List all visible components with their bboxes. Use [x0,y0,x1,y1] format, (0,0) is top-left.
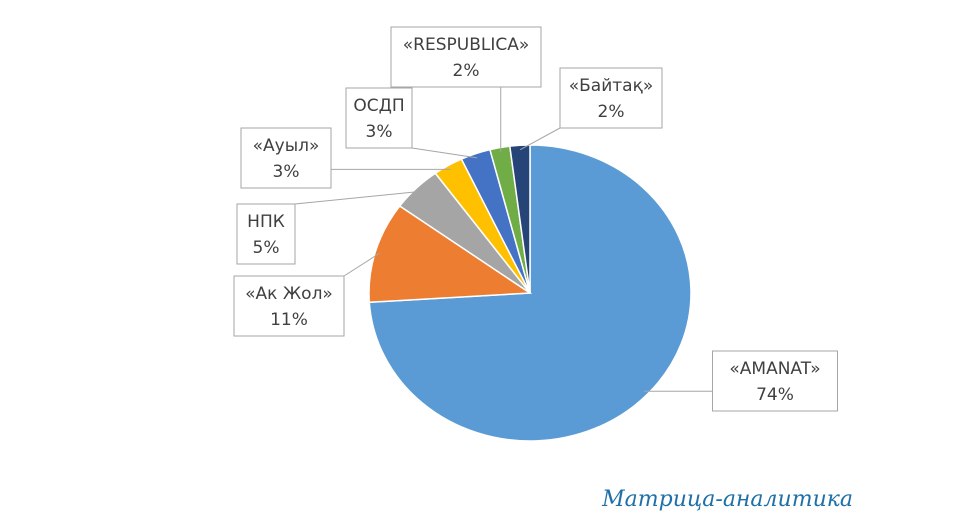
label-value: 3% [366,122,393,142]
pie-slice [508,144,531,294]
pie-slice [368,204,533,304]
leader-line [294,190,420,205]
leader-line [343,252,381,277]
label-value: 5% [253,238,280,258]
label-value: 3% [273,162,300,182]
label-box [240,127,332,189]
label-value: 2% [453,61,480,81]
label-name: «AMANAT» [729,359,820,379]
label-box [345,87,413,149]
label-name: ОСДП [353,96,404,116]
label-value: 11% [270,310,308,330]
label-name: НПК [247,212,285,232]
label-box [712,350,838,412]
label-box [236,203,296,265]
label-name: «Байтақ» [569,76,654,96]
watermark: Матрица-аналитика [601,487,853,512]
label-name: «RESPUBLICA» [403,35,530,55]
label-box [559,67,663,129]
leader-line [519,127,561,151]
pie [368,144,692,442]
label-name: «Ауыл» [253,136,320,156]
label-name: «Ак Жол» [245,284,333,304]
label-box [233,275,345,337]
leader-line [411,147,478,159]
label-box [390,26,542,88]
label-value: 74% [756,385,794,405]
label-value: 2% [598,102,625,122]
